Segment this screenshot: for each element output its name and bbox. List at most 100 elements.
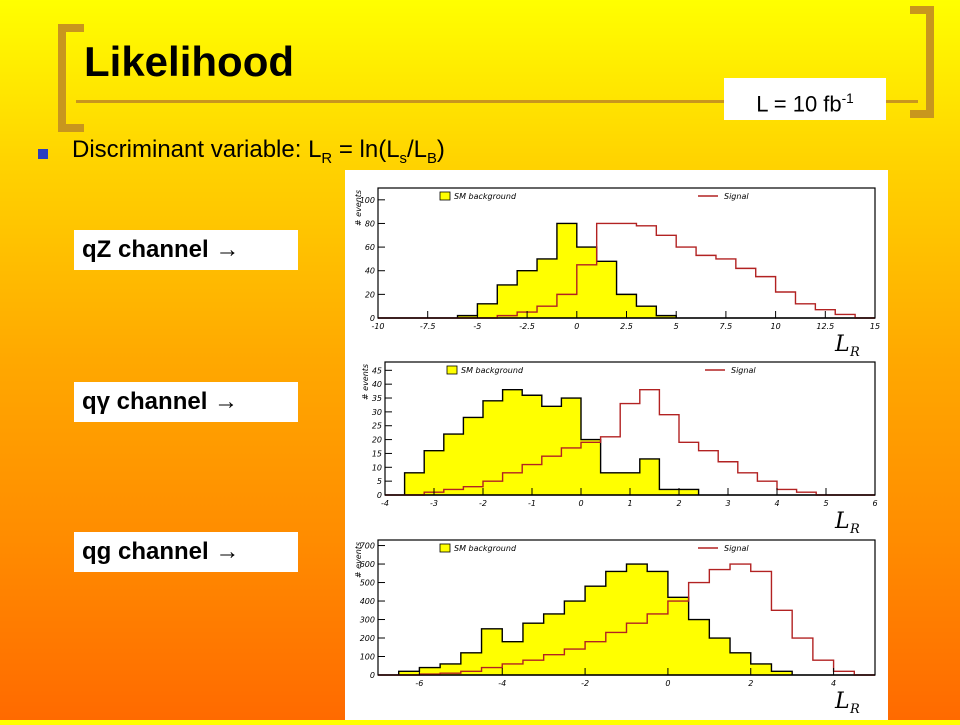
y-axis-label: # events xyxy=(361,364,370,400)
x-tick-label: 5 xyxy=(823,499,828,508)
y-tick-label: 60 xyxy=(365,243,375,252)
x-axis-label: L xyxy=(834,689,850,714)
y-axis-label: # events xyxy=(354,542,363,578)
y-tick-label: 300 xyxy=(360,616,375,625)
x-tick-label: 1 xyxy=(627,499,632,508)
y-tick-label: 700 xyxy=(360,542,375,551)
y-tick-label: 0 xyxy=(370,314,375,323)
series-sm-background-histogram xyxy=(385,389,875,496)
slide-title: Likelihood xyxy=(84,38,294,85)
title-rule xyxy=(76,100,918,103)
plot-panel: 0 20 40 60 80 100 -10 -7.5 -5 -2.5 0 2.5 5 7.5 10 12.5 1… xyxy=(345,170,888,720)
x-tick-label: 10 xyxy=(771,322,781,331)
x-tick-label: 6 xyxy=(872,499,877,508)
discriminant-text: Discriminant variable: LR = ln(Ls/LB) xyxy=(72,136,445,167)
x-axis-label: L xyxy=(834,332,850,357)
y-tick-label: 45 xyxy=(372,366,382,375)
y-tick-label: 200 xyxy=(360,634,375,643)
x-tick-label: -1 xyxy=(528,499,536,508)
y-axis-label: # events xyxy=(354,190,363,226)
legend-swatch-background xyxy=(446,365,458,375)
x-tick-label: -7.5 xyxy=(420,322,436,331)
y-tick-label: 5 xyxy=(377,477,382,486)
legend-label-signal: Signal xyxy=(724,192,749,201)
legend-label-background: SM background xyxy=(454,192,517,201)
y-tick-label: 30 xyxy=(372,408,382,417)
x-tick-label: 2.5 xyxy=(620,322,633,331)
x-tick-label: -4 xyxy=(381,499,389,508)
x-tick-label: 7.5 xyxy=(720,322,733,331)
y-tick-label: 100 xyxy=(360,196,375,205)
legend-label-background: SM background xyxy=(461,366,524,375)
y-tick-label: 0 xyxy=(370,671,375,680)
disc-sub-b: B xyxy=(427,150,437,167)
disc-sub-s: s xyxy=(399,150,407,167)
legend-swatch-background xyxy=(439,543,451,553)
plot-frame xyxy=(377,539,876,676)
channel-label-qgamma: qγ channel → xyxy=(74,382,298,422)
x-tick-label: 4 xyxy=(774,499,779,508)
x-tick-label: -2 xyxy=(581,679,589,688)
luminosity-exponent: -1 xyxy=(841,91,854,106)
disc-slash: /L xyxy=(406,136,427,163)
x-tick-label: 2 xyxy=(748,679,753,688)
x-tick-label: -3 xyxy=(430,499,438,508)
y-tick-label: 25 xyxy=(372,422,382,431)
x-tick-label: 3 xyxy=(725,499,730,508)
x-tick-label: 2 xyxy=(676,499,681,508)
x-axis-label-subscript: R xyxy=(849,345,860,360)
disc-close: ) xyxy=(436,136,445,163)
luminosity-label: L = 10 fb-1 xyxy=(724,78,886,120)
luminosity-base: L = 10 fb xyxy=(756,91,842,117)
x-tick-label: 0 xyxy=(578,499,583,508)
y-tick-label: 600 xyxy=(360,560,375,569)
x-tick-label: 0 xyxy=(574,322,579,331)
y-tick-label: 35 xyxy=(372,394,382,403)
y-tick-label: 20 xyxy=(365,290,375,299)
x-tick-label: 4 xyxy=(831,679,836,688)
y-tick-label: 80 xyxy=(365,219,375,228)
title-bracket-left xyxy=(58,24,84,132)
disc-sub-r: R xyxy=(321,150,333,167)
channel-label-qg: qg channel → xyxy=(74,532,298,572)
x-axis-label-subscript: R xyxy=(849,522,860,537)
legend-swatch-background xyxy=(439,191,451,201)
x-tick-label: -4 xyxy=(498,679,506,688)
series-signal-histogram xyxy=(378,563,875,676)
x-axis-label-subscript: R xyxy=(849,702,860,717)
series-signal-histogram xyxy=(385,389,875,496)
chart-1: 0 20 40 60 80 100 -10 -7.5 -5 -2.5 0 2.5 5 7.5 10 12.5 1… xyxy=(354,187,880,360)
y-tick-label: 15 xyxy=(372,449,382,458)
disc-prefix: Discriminant variable: L xyxy=(72,136,322,163)
x-tick-label: 5 xyxy=(674,322,679,331)
y-tick-label: 500 xyxy=(360,579,375,588)
title-bracket-right xyxy=(910,6,934,118)
bullet-marker xyxy=(38,149,48,159)
legend-label-signal: Signal xyxy=(731,366,756,375)
x-tick-label: -5 xyxy=(473,322,481,331)
y-tick-label: 100 xyxy=(360,653,375,662)
y-tick-label: 10 xyxy=(372,463,382,472)
y-tick-label: 20 xyxy=(372,436,382,445)
x-tick-label: -2 xyxy=(479,499,487,508)
series-sm-background-histogram xyxy=(378,563,875,676)
y-tick-label: 40 xyxy=(365,267,375,276)
y-tick-label: 0 xyxy=(377,491,382,500)
x-tick-label: -10 xyxy=(371,322,384,331)
legend-label-signal: Signal xyxy=(724,544,749,553)
chart-3: 0 100 200 300 400 500 600 700 -6 -4 -2 0 2 4 # events L… xyxy=(354,539,876,717)
channel-label-qz: qZ channel → xyxy=(74,230,298,270)
x-tick-label: 12.5 xyxy=(816,322,834,331)
series-signal-histogram xyxy=(378,222,875,319)
x-tick-label: 0 xyxy=(665,679,670,688)
y-tick-label: 400 xyxy=(360,597,375,606)
x-tick-label: -6 xyxy=(415,679,423,688)
x-tick-label: -2.5 xyxy=(519,322,535,331)
legend-label-background: SM background xyxy=(454,544,517,553)
y-tick-label: 40 xyxy=(372,380,382,389)
x-tick-label: 15 xyxy=(870,322,880,331)
disc-mid: = ln(L xyxy=(332,136,400,163)
x-axis-label: L xyxy=(834,509,850,534)
